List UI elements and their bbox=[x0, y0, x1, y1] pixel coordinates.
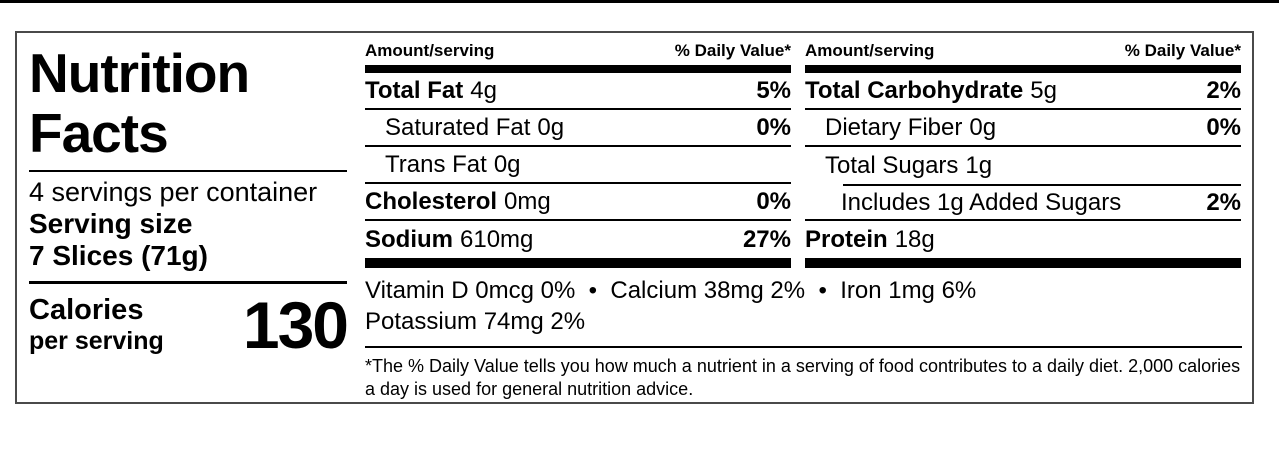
calories-sublabel: per serving bbox=[29, 327, 164, 355]
thick-divider bbox=[365, 65, 791, 73]
divider bbox=[29, 281, 347, 284]
nutrient-row-protein: Protein 18g bbox=[805, 225, 935, 253]
daily-value: 0% bbox=[1206, 113, 1241, 141]
divider bbox=[29, 170, 347, 172]
thick-divider bbox=[365, 258, 791, 268]
daily-value-footnote: *The % Daily Value tells you how much a … bbox=[365, 356, 1241, 399]
daily-value: 2% bbox=[1206, 76, 1241, 104]
calories-labels: Calories per serving bbox=[29, 294, 164, 356]
column-header: Amount/serving % Daily Value* bbox=[365, 41, 791, 65]
divider bbox=[365, 346, 1242, 348]
micronutrients-section: Vitamin D 0mcg 0% • Calcium 38mg 2% • Ir… bbox=[365, 275, 1242, 401]
thick-divider bbox=[805, 258, 1241, 268]
nutrient-row-total-carbohydrate: Total Carbohydrate 5g 2% bbox=[805, 73, 1241, 110]
servings-per-container: 4 servings per container bbox=[29, 177, 318, 207]
calories-label: Calories bbox=[29, 294, 144, 326]
nutrient-row-total-sugars: Total Sugars 1g bbox=[825, 151, 993, 179]
daily-value: 0% bbox=[756, 187, 791, 215]
top-edge-bar bbox=[0, 0, 1279, 3]
panel-title-line2: Facts bbox=[29, 102, 169, 164]
calories-row: Calories per serving 130 bbox=[29, 288, 349, 362]
panel-title-line1: Nutrition bbox=[29, 42, 250, 104]
nutrient-row-total-fat: Total Fat 4g 5% bbox=[365, 73, 791, 110]
nutrient-row-cholesterol: Cholesterol 0mg 0% bbox=[365, 184, 791, 221]
amount-per-serving-header: Amount/serving bbox=[365, 41, 495, 60]
daily-value: 5% bbox=[756, 76, 791, 104]
calories-value: 130 bbox=[242, 288, 349, 362]
daily-value: 27% bbox=[742, 225, 791, 253]
daily-value-header: % Daily Value* bbox=[674, 41, 791, 60]
amount-per-serving-header: Amount/serving bbox=[805, 41, 935, 60]
nutrient-column-left: Amount/serving % Daily Value* Total Fat 4… bbox=[365, 41, 791, 268]
micronutrients-line1: Vitamin D 0mcg 0% • Calcium 38mg 2% • Ir… bbox=[365, 277, 977, 304]
serving-size-label: Serving size bbox=[29, 208, 193, 239]
nutrient-row-dietary-fiber: Dietary Fiber 0g 0% bbox=[805, 110, 1241, 147]
serving-size-value: 7 Slices (71g) bbox=[29, 240, 208, 271]
micronutrients-line2: Potassium 74mg 2% bbox=[365, 308, 586, 335]
daily-value: 2% bbox=[1206, 188, 1241, 216]
nutrient-row-sodium: Sodium 610mg 27% bbox=[365, 225, 791, 253]
nutrient-row-trans-fat: Trans Fat 0g bbox=[365, 147, 791, 184]
nutrient-column-right: Amount/serving % Daily Value* Total Carb… bbox=[805, 41, 1241, 268]
indented-divider bbox=[843, 184, 1241, 186]
thick-divider bbox=[805, 65, 1241, 73]
column-header: Amount/serving % Daily Value* bbox=[805, 41, 1241, 65]
identity-column: Nutrition Facts 4 servings per container… bbox=[29, 42, 349, 362]
nutrient-row-saturated-fat: Saturated Fat 0g 0% bbox=[365, 110, 791, 147]
daily-value: 0% bbox=[756, 113, 791, 141]
nutrient-row-added-sugars: Includes 1g Added Sugars 2% bbox=[805, 186, 1241, 221]
daily-value-header: % Daily Value* bbox=[1124, 41, 1241, 60]
nutrition-facts-panel: Nutrition Facts 4 servings per container… bbox=[15, 31, 1254, 404]
